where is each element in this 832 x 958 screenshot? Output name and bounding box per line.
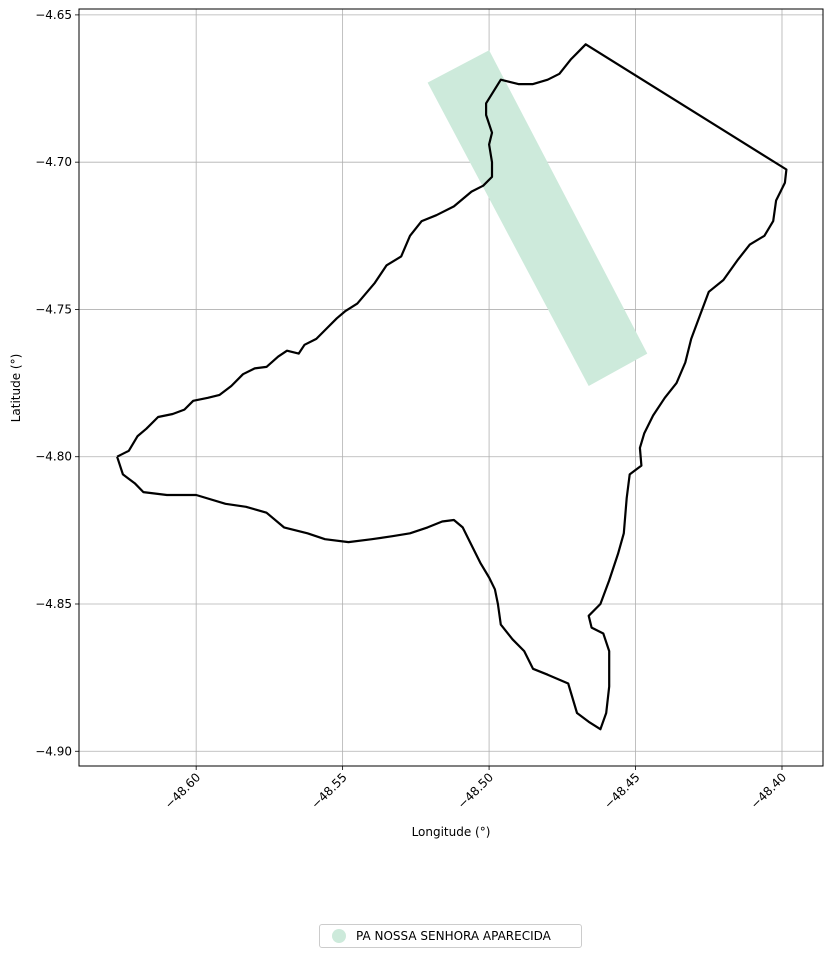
y-tick-label: −4.70 (35, 155, 72, 169)
legend-label: PA NOSSA SENHORA APARECIDA (356, 929, 551, 943)
legend-marker-circle-icon (332, 929, 346, 943)
y-tick-label: −4.85 (35, 597, 72, 611)
plot-frame (78, 8, 824, 767)
legend: PA NOSSA SENHORA APARECIDA (319, 924, 582, 948)
x-tick-labels: −48.60 −48.55 −48.50 −48.45 −48.40 (162, 770, 789, 811)
y-tick-label: −4.65 (35, 8, 72, 22)
y-tick-labels: −4.65 −4.70 −4.75 −4.80 −4.85 −4.90 (35, 8, 72, 758)
municipality-boundary-layer (116, 43, 788, 731)
x-tick-label: −48.55 (308, 770, 349, 811)
x-tick-label: −48.45 (601, 770, 642, 811)
x-tick-label: −48.40 (748, 770, 789, 811)
y-tick-label: −4.90 (35, 744, 72, 758)
tick-marks (75, 14, 783, 770)
y-tick-label: −4.80 (35, 450, 72, 464)
x-tick-label: −48.60 (162, 770, 203, 811)
y-axis-title: Latitude (°) (9, 354, 23, 423)
municipality-boundary (116, 43, 788, 731)
x-axis-title: Longitude (°) (412, 825, 491, 839)
y-tick-label: −4.75 (35, 302, 72, 316)
settlement-area-polygon (427, 50, 648, 386)
series-layer (427, 50, 648, 386)
x-tick-label: −48.50 (455, 770, 496, 811)
